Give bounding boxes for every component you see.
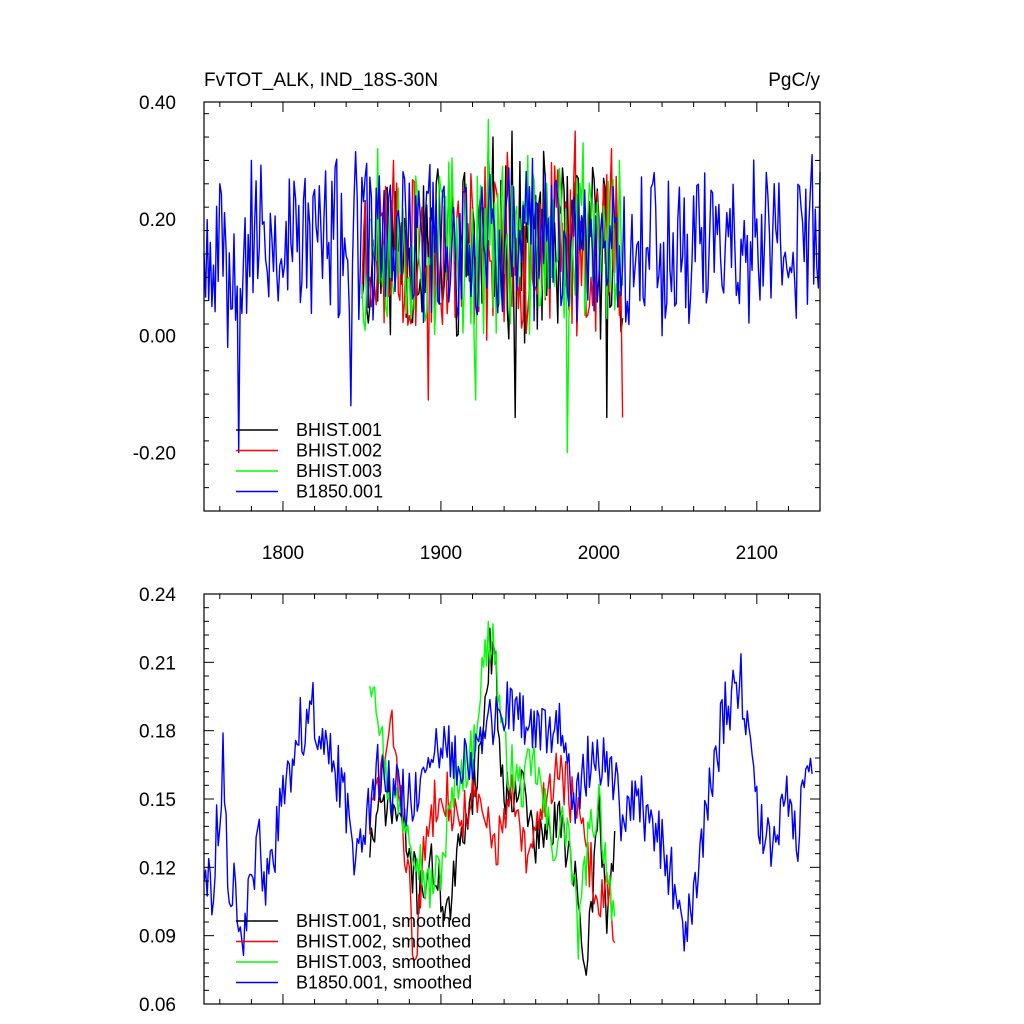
y-tick-label: 0.00 <box>139 327 176 348</box>
series-line-top-3 <box>203 150 821 454</box>
x-tick-label: 1800 <box>262 543 304 564</box>
legend-label: BHIST.001, smoothed <box>296 911 471 931</box>
series-line-bottom-0 <box>369 627 616 976</box>
series-line-bottom-3 <box>203 653 813 957</box>
y-tick-label: 0.20 <box>139 210 176 231</box>
y-tick-label: 0.40 <box>139 93 176 114</box>
y-tick-label: 0.06 <box>139 995 176 1016</box>
top-panel-units: PgC/y <box>768 70 820 91</box>
legend-label: BHIST.001 <box>296 420 382 440</box>
top-panel-title: FvTOT_ALK, IND_18S-30N <box>204 70 438 91</box>
y-tick-label: 0.12 <box>139 858 176 879</box>
bottom-panel: 0.06 0.09 0.12 0.15 0.18 0.21 0.24 BHIST.001, … <box>139 585 821 1016</box>
y-tick-label: 0.09 <box>139 927 176 948</box>
y-tick-label: 0.21 <box>139 653 176 674</box>
legend-label: B1850.001, smoothed <box>296 973 472 993</box>
legend-label: B1850.001 <box>296 482 383 502</box>
y-tick-label: -0.20 <box>133 444 176 465</box>
legend-label: BHIST.002 <box>296 441 382 461</box>
top-panel: FvTOT_ALK, IND_18S-30N PgC/y 1800 1900 200… <box>133 70 821 564</box>
y-tick-label: 0.24 <box>139 585 176 606</box>
y-tick-label: 0.18 <box>139 722 176 743</box>
series-line-bottom-2 <box>369 620 616 960</box>
top-panel-frame <box>203 101 821 512</box>
x-tick-label: 2100 <box>736 543 778 564</box>
legend-label: BHIST.003 <box>296 461 382 481</box>
legend-label: BHIST.003, smoothed <box>296 952 471 972</box>
legend-label: BHIST.002, smoothed <box>296 932 471 952</box>
y-tick-label: 0.15 <box>139 790 176 811</box>
x-tick-label: 2000 <box>578 543 620 564</box>
x-tick-label: 1900 <box>420 543 462 564</box>
